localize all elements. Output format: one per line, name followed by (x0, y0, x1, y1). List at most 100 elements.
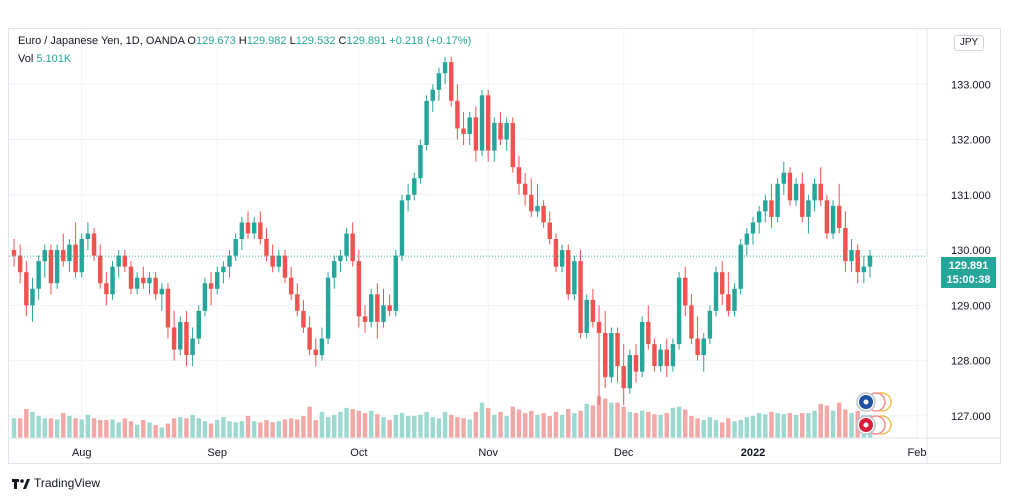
candle-body (756, 211, 762, 223)
candle-body (855, 250, 860, 273)
symbol-title[interactable]: Euro / Japanese Yen, 1D, OANDA (18, 35, 185, 47)
high-value: 129.982 (246, 35, 287, 47)
event-markers (856, 392, 892, 435)
time-tick-label: Aug (72, 447, 92, 459)
volume-bar (264, 420, 269, 438)
volume-bar (48, 418, 54, 438)
volume-bar (110, 419, 115, 438)
candle-body (264, 239, 269, 256)
volume-label: Vol (18, 53, 34, 65)
candle-body (861, 266, 867, 273)
tradingview-branding[interactable]: TradingView (12, 476, 100, 490)
candle-body (375, 294, 380, 322)
candle-body (73, 244, 78, 273)
volume-bar (578, 410, 583, 438)
candle-body (793, 183, 799, 201)
volume-bar (658, 414, 663, 438)
volume-bar (418, 414, 423, 438)
candle-body (387, 305, 392, 311)
candle-body (800, 183, 805, 217)
candle-body (510, 122, 516, 168)
candle-body (504, 122, 509, 140)
candle-body (436, 73, 442, 90)
time-tick-label: Feb (908, 447, 927, 459)
volume-bar (128, 421, 134, 438)
close-label: C (338, 35, 347, 47)
candle-body (485, 95, 491, 151)
candle-body (418, 145, 423, 179)
high-label: H (238, 35, 247, 47)
candle-body (732, 288, 737, 311)
candle-body (806, 200, 811, 217)
candle-body (547, 222, 552, 240)
candle-body (405, 194, 411, 201)
volume-bar (301, 415, 306, 438)
volume-bar (30, 411, 35, 438)
currency-button[interactable]: JPY (954, 35, 984, 51)
candle-body (664, 349, 669, 367)
candle-body (178, 321, 183, 350)
candle-body (301, 310, 306, 328)
candle-body (307, 327, 312, 350)
volume-bar (424, 411, 429, 438)
volume-bar (147, 422, 152, 438)
volume-bar (73, 418, 78, 438)
volume-bar (362, 413, 368, 438)
volume-bar (227, 421, 232, 438)
candle-body (104, 283, 109, 295)
volume-bar (572, 413, 577, 438)
volume-bar (215, 420, 220, 438)
candle-body (356, 261, 362, 317)
volume-bar (602, 398, 608, 438)
candle-body (479, 95, 485, 151)
volume-bar (104, 420, 109, 438)
volume-bar (849, 413, 854, 438)
volume-bar (412, 415, 417, 438)
candle-body (190, 338, 195, 356)
event-flag-center (863, 399, 869, 405)
candle-body (498, 122, 503, 140)
candle-body (559, 250, 565, 267)
candle-body (399, 200, 405, 256)
volume-bar (529, 410, 534, 438)
candle-body (615, 332, 620, 367)
candle-body (110, 266, 115, 295)
volume-bar (11, 418, 17, 438)
open-value: 129.673 (195, 35, 236, 47)
volume-bar (399, 413, 405, 438)
event-flag-center (863, 422, 869, 428)
candle-body (609, 332, 614, 378)
volume-bar (744, 417, 750, 438)
volume-bar (492, 414, 497, 438)
volume-bar (381, 417, 386, 438)
time-axis: Aug Sep Oct Nov Dec 2022 Feb (72, 447, 927, 459)
candle-body (85, 233, 91, 240)
candle-body (541, 205, 546, 223)
candle-body (344, 233, 349, 256)
volume-bar (245, 415, 251, 438)
candle-body (338, 255, 343, 262)
candle-body (553, 239, 559, 267)
volume-bar (683, 409, 688, 438)
candle-body (522, 183, 528, 195)
volume-bar (787, 413, 793, 438)
volume-bar (541, 413, 546, 438)
volume-bar (553, 411, 559, 438)
candle-body (461, 128, 466, 135)
candle-body (442, 62, 448, 74)
price-axis: 127.000 128.000 129.000 130.000 131.000 132.0… (9, 29, 1000, 464)
candle-body (233, 239, 238, 256)
candle-body (165, 288, 171, 328)
candle-body (627, 355, 633, 389)
chart-legend: Euro / Japanese Yen, 1D, OANDA O129.673 … (18, 35, 471, 47)
candle-body (701, 338, 706, 356)
volume-bar (609, 402, 614, 438)
chart-frame (8, 28, 1001, 464)
price-tick-label: 132.000 (951, 135, 991, 147)
candle-body (621, 366, 626, 389)
volume-bar (584, 403, 589, 438)
volume-bar (812, 410, 817, 438)
volume-bar (307, 406, 312, 438)
volume-bar (676, 406, 682, 438)
